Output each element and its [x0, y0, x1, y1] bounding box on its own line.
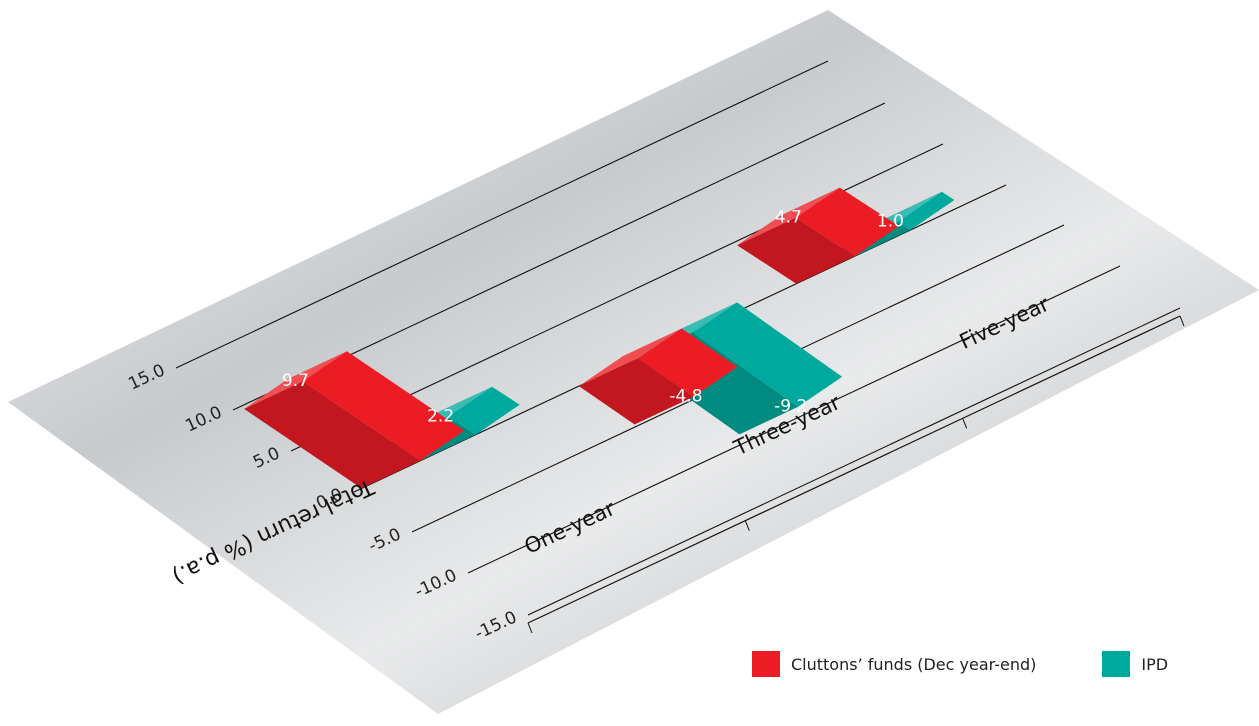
- value-label: -9.2: [774, 397, 807, 417]
- legend-swatch-cluttons: [752, 651, 780, 677]
- legend: Cluttons’ funds (Dec year-end) IPD: [752, 651, 1234, 677]
- value-label: 9.7: [282, 371, 309, 391]
- legend-label-ipd: IPD: [1141, 655, 1168, 674]
- legend-item-ipd: IPD: [1102, 651, 1168, 677]
- legend-swatch-ipd: [1102, 651, 1130, 677]
- value-label: -4.8: [669, 387, 702, 407]
- legend-item-cluttons: Cluttons’ funds (Dec year-end): [752, 651, 1036, 677]
- value-label: 4.7: [775, 207, 802, 227]
- value-label: 1.0: [877, 212, 904, 232]
- value-label: 2.2: [427, 406, 454, 426]
- legend-label-cluttons: Cluttons’ funds (Dec year-end): [791, 655, 1036, 674]
